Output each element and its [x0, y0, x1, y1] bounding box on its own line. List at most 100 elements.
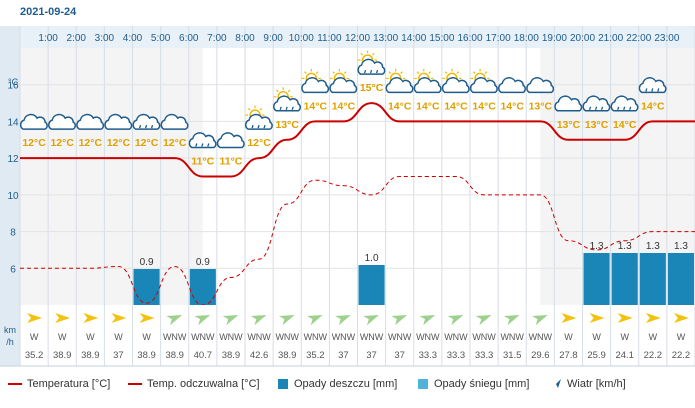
sun-cloud-icon	[413, 68, 442, 94]
wind-speed-label: 38.9	[53, 350, 72, 361]
cloud-rain-icon	[132, 113, 161, 130]
hour-label: 23:00	[654, 33, 679, 44]
rain-bar	[667, 253, 694, 305]
wind-direction-label: W	[114, 332, 123, 342]
rain-drop	[150, 124, 154, 129]
wind-arrow-shape	[531, 315, 548, 326]
cloud-shape	[554, 95, 583, 112]
wind-arrow-shape	[419, 315, 436, 326]
hour-label: 6:00	[179, 33, 199, 44]
cloud-shape	[413, 77, 442, 94]
wind-unit-label: km	[4, 325, 16, 335]
hour-label: 17:00	[486, 33, 511, 44]
cloud-icon	[104, 113, 133, 130]
temperature-label: 14°C	[388, 100, 412, 112]
wind-arrow-icon	[306, 315, 323, 326]
wind-speed-label: 33.3	[475, 350, 494, 361]
sun-ray	[304, 71, 307, 74]
wind-direction-label: W	[677, 332, 686, 342]
cloud-shape	[469, 77, 498, 94]
temperature-label: 11°C	[191, 156, 214, 168]
wind-arrow-shape	[166, 315, 183, 326]
wind-direction-label: WNW	[219, 332, 243, 342]
rain-drop	[144, 124, 148, 129]
wind-direction-label: W	[142, 332, 151, 342]
sun-ray	[287, 89, 291, 93]
rain-drop	[645, 88, 648, 92]
wind-speed-label: 35.2	[25, 350, 44, 361]
wind-arrow-shape	[447, 315, 464, 326]
wind-arrow-shape	[673, 313, 689, 323]
sun-cloud-rain-icon	[273, 87, 301, 112]
sun-ray	[416, 71, 420, 74]
rain-drop	[285, 106, 288, 110]
rain-drop	[651, 88, 654, 92]
temperature-label: 13°C	[529, 100, 553, 112]
legend-feels-like-label: Temp. odczuwalna [°C]	[147, 378, 260, 390]
cloud-icon	[216, 132, 245, 149]
forecast-date: 2021-09-24	[20, 6, 77, 18]
rain-bar	[189, 269, 216, 305]
temperature-label: 12°C	[107, 137, 131, 149]
wind-arrow-icon	[617, 313, 633, 323]
wind-direction-label: W	[564, 332, 573, 342]
wind-speed-label: 38.9	[81, 350, 100, 361]
sun-ray	[484, 71, 488, 74]
rain-drop	[291, 106, 294, 110]
rain-drop	[594, 106, 598, 110]
wind-direction-label: WNW	[275, 332, 299, 342]
temperature-label: 14°C	[641, 100, 665, 112]
temperature-label: 12°C	[247, 137, 271, 149]
wind-arrow-shape	[139, 313, 155, 323]
wind-arrow-icon	[278, 315, 295, 326]
wind-direction-label: WNW	[388, 332, 412, 342]
y-tick-label: 14	[7, 117, 19, 128]
wind-direction-label: W	[86, 332, 95, 342]
wind-direction-label: WNW	[247, 332, 271, 342]
cloud-rain-icon	[638, 77, 667, 94]
wind-direction-label: WNW	[191, 332, 215, 342]
rain-drop	[207, 143, 210, 147]
sun-ray	[332, 71, 335, 74]
cloud-shape	[441, 77, 470, 94]
wind-arrow-shape	[306, 315, 323, 326]
sun-cloud-rain-icon	[357, 50, 386, 75]
hour-label: 1:00	[38, 33, 58, 44]
wind-speed-label: 37	[338, 350, 349, 361]
cloud-shape	[329, 77, 358, 94]
cloud-shape	[526, 77, 555, 94]
hour-label: 16:00	[457, 33, 482, 44]
wind-arrow-shape	[83, 313, 99, 323]
temperature-line	[19, 102, 695, 178]
wind-arrow-shape	[335, 315, 351, 326]
legend-snow-label: Opady śniegu [mm]	[434, 378, 530, 390]
legend-rain: Opady deszczu [mm]	[278, 378, 397, 390]
wind-arrow-shape	[194, 315, 211, 326]
rain-bar	[358, 265, 385, 305]
cloud-rain-icon	[188, 132, 217, 149]
sun-ray	[360, 52, 364, 56]
hourly-forecast-chart: 6 8 10 12 14 16°C 1:00 2:00 3:00 4:00 5:00 6:00 7:00…	[0, 26, 695, 367]
cloud-shape	[76, 113, 105, 130]
hour-label: 10:00	[289, 33, 314, 44]
hour-label: 5:00	[151, 33, 171, 44]
rain-drop	[623, 106, 626, 110]
wind-arrow-icon	[503, 315, 520, 326]
wind-arrow-icon	[111, 313, 127, 323]
sun-cloud-rain-icon	[244, 105, 273, 130]
sun-ray	[315, 71, 319, 74]
y-tick-label: 12	[7, 154, 19, 165]
cloud-icon	[160, 113, 189, 130]
wind-arrow-shape	[617, 313, 633, 323]
wind-speed-label: 37	[394, 350, 405, 361]
wind-speed-label: 24.1	[615, 350, 634, 361]
temperature-label: 12°C	[163, 137, 187, 149]
cloud-shape	[48, 113, 76, 130]
cloud-shape	[104, 113, 133, 130]
wind-arrow-icon	[83, 313, 99, 323]
rain-bar-label: 0.9	[140, 257, 154, 268]
rain-drop	[629, 106, 632, 110]
hour-label: 19:00	[542, 33, 567, 44]
hour-label: 8:00	[235, 33, 255, 44]
